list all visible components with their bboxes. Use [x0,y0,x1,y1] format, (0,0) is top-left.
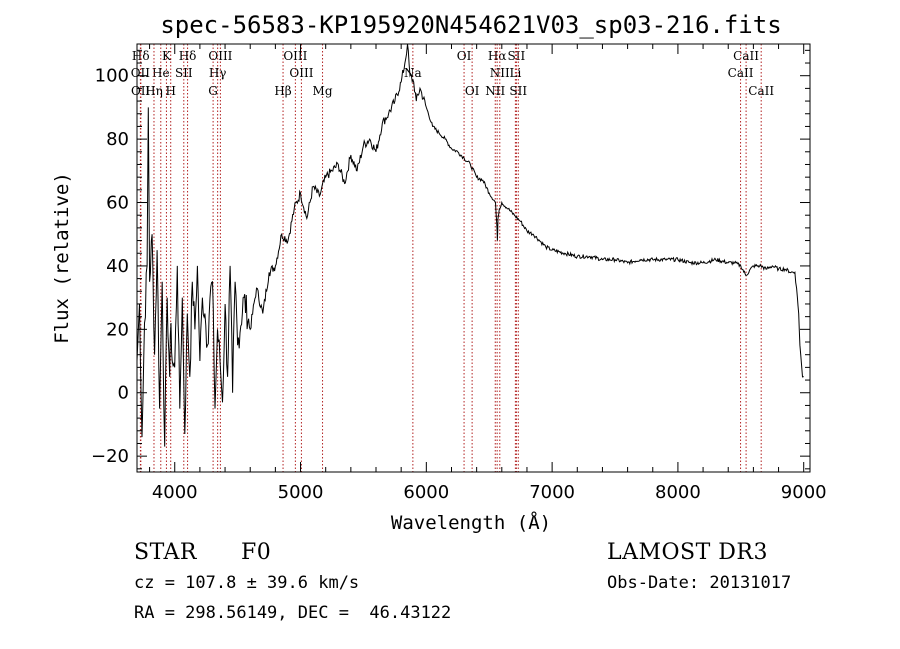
x-tick-label: 7000 [529,482,575,503]
spectral-line-label: NII [485,84,505,98]
plot-frame [136,43,811,473]
spectral-lines-layer: HδKHδOIIIOIIIOIHαSIICaIIOIIHeSIIHγOIIINa… [131,44,774,472]
chart-title: spec-56583-KP195920N454621V03_sp03-216.f… [160,11,781,39]
spectral-line-label: Hγ [209,66,227,80]
axis-ticks-layer: 4000 5000 6000 7000 8000 9000 −20 0 20 40 60 80 100 [91,44,827,503]
spectral-line-label: CaII [748,84,774,98]
y-tick-label: 60 [106,193,129,214]
flux-series-line [136,43,804,447]
y-tick-label: 100 [95,66,129,87]
spectral-line-label: OIII [283,49,307,63]
spectral-line-label: OII [131,84,151,98]
y-tick-label: 20 [106,319,129,340]
spectral-line-label: Mg [313,84,333,98]
spectral-line-label: Hα [488,49,507,63]
spectral-line-label: SII [508,49,526,63]
spectral-line-label: Li [509,66,521,80]
spectral-line-label: H [165,84,175,98]
spectral-line-label: Hβ [274,84,291,98]
sky-coordinates: RA = 298.56149, DEC = 46.43122 [134,603,452,623]
redshift-velocity: cz = 107.8 ± 39.6 km/s [134,573,360,593]
spectral-line-label: SII [509,84,527,98]
spectral-line-label: OI [465,84,480,98]
spectral-line-label: OIII [289,66,313,80]
spectral-line-label: He [152,66,170,80]
object-subclass: F0 [241,540,272,565]
spectral-line-label: NII [490,66,510,80]
y-tick-label: 40 [106,256,129,277]
spectral-line-label: K [162,49,172,63]
spectral-line-label: Na [404,66,422,80]
y-axis-label: Flux (relative) [51,172,73,344]
x-tick-label: 6000 [403,482,449,503]
spectral-line-label: Hδ [179,49,197,63]
spectral-line-label: CaII [733,49,759,63]
spectral-line-label: SII [175,66,193,80]
spectral-line-label: CaII [728,66,754,80]
y-tick-label: −20 [91,446,129,467]
x-tick-label: 5000 [278,482,324,503]
survey-name: LAMOST DR3 [607,540,768,565]
observation-date: Obs-Date: 20131017 [607,573,792,593]
x-axis-label: Wavelength (Å) [391,511,551,534]
x-tick-label: 8000 [655,482,701,503]
spectral-line-label: OI [457,49,472,63]
spectral-line-label: G [208,84,218,98]
spectral-line-label: Hη [145,84,163,98]
y-tick-label: 80 [106,129,129,150]
spectral-line-label: OIII [208,49,232,63]
object-class: STAR [134,540,197,565]
x-tick-label: 9000 [781,482,827,503]
x-tick-label: 4000 [152,482,198,503]
y-tick-label: 0 [118,383,129,404]
